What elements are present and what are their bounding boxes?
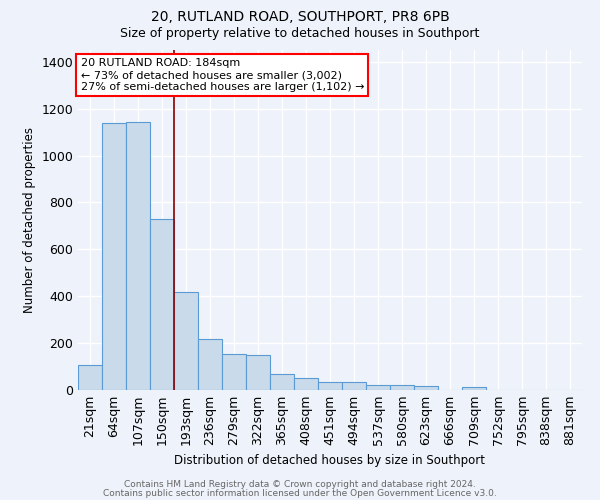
Bar bbox=[342, 382, 366, 390]
Bar bbox=[462, 387, 486, 390]
Bar bbox=[294, 378, 318, 390]
Bar bbox=[414, 386, 438, 390]
Bar bbox=[390, 386, 414, 390]
Text: Contains public sector information licensed under the Open Government Licence v3: Contains public sector information licen… bbox=[103, 489, 497, 498]
Bar bbox=[150, 219, 174, 390]
Text: 20 RUTLAND ROAD: 184sqm
← 73% of detached houses are smaller (3,002)
27% of semi: 20 RUTLAND ROAD: 184sqm ← 73% of detache… bbox=[80, 58, 364, 92]
Bar bbox=[78, 365, 102, 390]
X-axis label: Distribution of detached houses by size in Southport: Distribution of detached houses by size … bbox=[175, 454, 485, 467]
Bar bbox=[270, 374, 294, 390]
Bar bbox=[246, 355, 270, 390]
Bar bbox=[366, 385, 390, 390]
Bar bbox=[198, 339, 222, 390]
Text: 20, RUTLAND ROAD, SOUTHPORT, PR8 6PB: 20, RUTLAND ROAD, SOUTHPORT, PR8 6PB bbox=[151, 10, 449, 24]
Y-axis label: Number of detached properties: Number of detached properties bbox=[23, 127, 36, 313]
Bar bbox=[222, 354, 246, 390]
Text: Contains HM Land Registry data © Crown copyright and database right 2024.: Contains HM Land Registry data © Crown c… bbox=[124, 480, 476, 489]
Bar bbox=[126, 122, 150, 390]
Bar bbox=[174, 292, 198, 390]
Bar bbox=[102, 122, 126, 390]
Bar bbox=[318, 382, 342, 390]
Text: Size of property relative to detached houses in Southport: Size of property relative to detached ho… bbox=[121, 28, 479, 40]
